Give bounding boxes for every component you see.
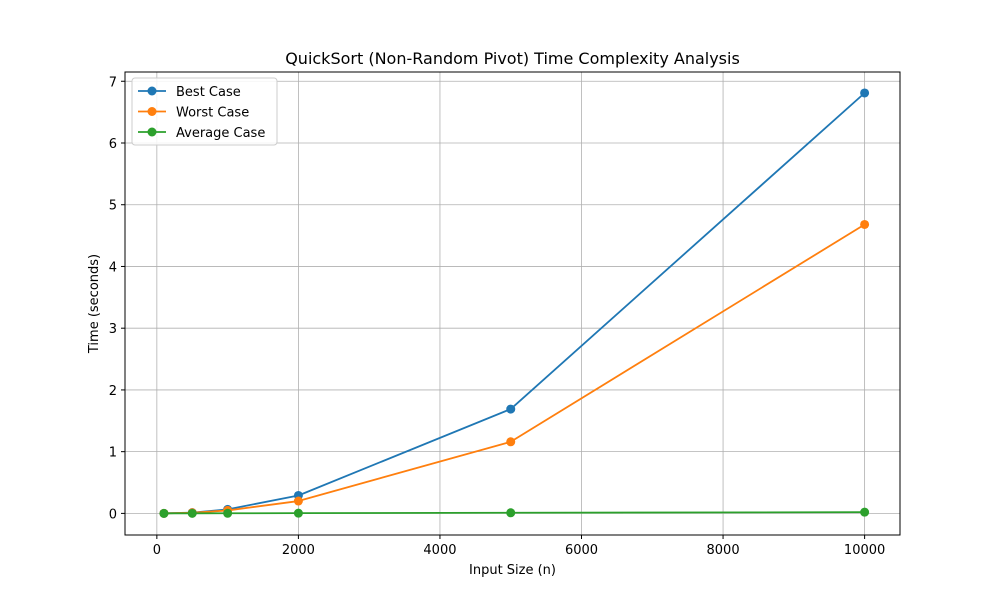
data-point	[860, 219, 870, 229]
x-tick-label: 10000	[844, 543, 885, 558]
y-tick-label: 0	[109, 507, 117, 522]
chart-title: QuickSort (Non-Random Pivot) Time Comple…	[285, 49, 740, 68]
data-point	[187, 508, 197, 518]
series-average-case	[159, 507, 870, 518]
data-point	[293, 508, 303, 518]
x-tick-label: 8000	[707, 543, 740, 558]
data-point	[159, 508, 169, 518]
series-line	[163, 511, 865, 515]
legend-item: Worst Case	[138, 106, 249, 121]
axis-ticks: 0 2000 4000 6000 8000 10000 0 1 2 3 4 5 6 7	[109, 75, 886, 558]
y-tick-label: 6	[109, 137, 117, 152]
y-tick-label: 1	[109, 446, 117, 461]
series-lines	[159, 88, 870, 518]
y-tick-label: 4	[109, 260, 117, 275]
legend-marker	[147, 107, 157, 116]
legend-label: Best Case	[176, 85, 241, 100]
y-tick-label: 5	[109, 199, 117, 214]
y-tick-label: 3	[109, 322, 117, 337]
legend-box	[131, 77, 278, 146]
grid-lines	[125, 72, 900, 535]
data-point	[506, 404, 516, 414]
x-tick-label: 4000	[423, 543, 456, 558]
legend-label: Average Case	[176, 126, 265, 141]
data-point	[506, 508, 516, 518]
legend-marker	[147, 86, 157, 96]
plot-area-frame	[124, 71, 901, 536]
legend-label: Worst Case	[176, 106, 249, 121]
y-tick-label: 7	[109, 75, 117, 90]
x-tick-label: 0	[153, 543, 161, 558]
x-axis-title: Input Size (n)	[469, 563, 556, 578]
data-point	[860, 88, 870, 98]
data-point	[860, 507, 870, 517]
x-tick-label: 2000	[282, 543, 315, 558]
legend-item: Best Case	[138, 85, 241, 100]
data-point	[506, 437, 516, 447]
legend: Best Case Worst Case Average Case	[131, 77, 278, 146]
x-tick-label: 6000	[565, 543, 598, 558]
legend-item: Average Case	[138, 126, 265, 141]
y-tick-label: 2	[109, 384, 117, 399]
legend-marker	[147, 127, 157, 137]
data-point	[293, 496, 303, 506]
y-axis-title: Time (seconds)	[87, 254, 102, 354]
data-point	[223, 508, 233, 518]
